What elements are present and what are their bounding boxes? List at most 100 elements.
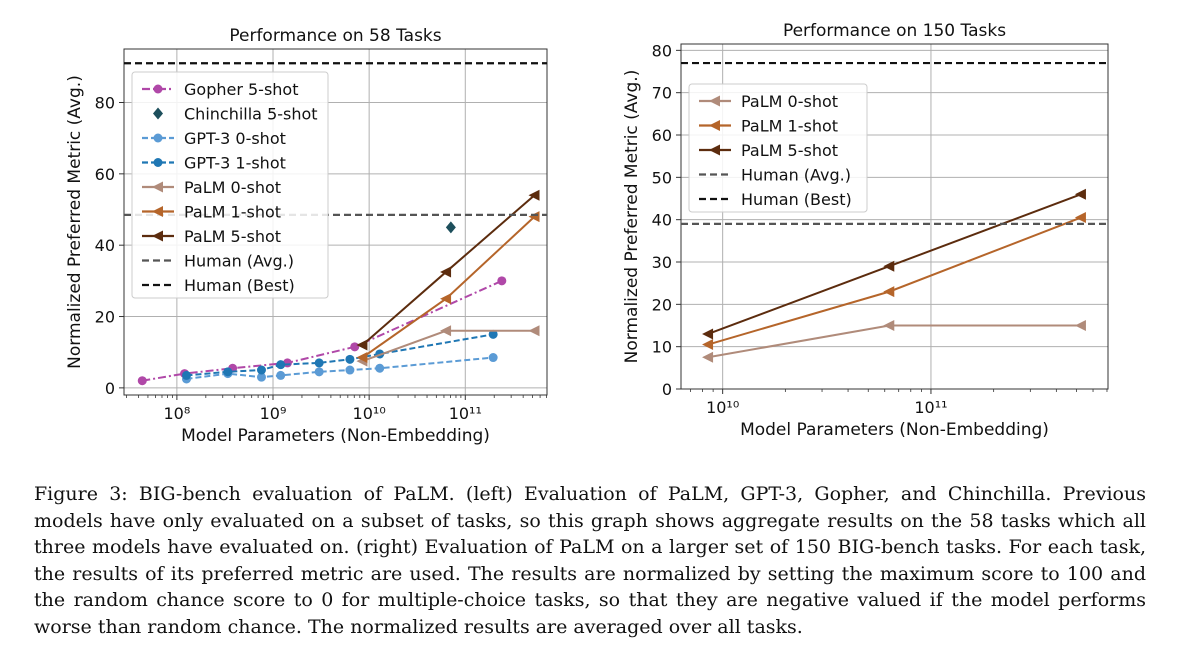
legend-item-palm-1-shot: PaLM 1-shot	[142, 203, 281, 222]
tick-label-y: 50	[652, 168, 672, 187]
series-line-gpt-3-1-shot	[186, 333, 494, 377]
tick-label-y: 40	[652, 211, 672, 230]
legend-label: PaLM 1-shot	[741, 117, 838, 136]
legend-item-palm-0-shot: PaLM 0-shot	[142, 178, 281, 197]
series-palm-5-shot	[356, 189, 540, 351]
tick-label-y: 30	[652, 253, 672, 272]
data-point-palm-0-shot	[440, 325, 452, 337]
series-line-gpt-3-0-shot	[186, 356, 494, 380]
data-point-gpt-3-1-shot	[276, 360, 286, 370]
y-axis-label: Normalized Preferred Metric (Avg.)	[65, 75, 85, 369]
series-line-palm-0-shot	[707, 324, 1081, 359]
series-palm-5-shot	[702, 188, 1086, 340]
data-point-gopher-5-shot	[137, 376, 147, 386]
legend-item-chinchilla-5-shot: Chinchilla 5-shot	[153, 105, 318, 124]
legend-item-palm-5-shot: PaLM 5-shot	[699, 141, 838, 160]
legend-marker	[152, 230, 163, 242]
tick-label-x: 10⁹	[260, 404, 287, 423]
data-point-gpt-3-1-shot	[181, 370, 191, 380]
data-point-gopher-5-shot	[497, 276, 507, 286]
legend-item-human-best: Human (Best)	[699, 190, 852, 209]
data-point-gpt-3-1-shot	[223, 367, 233, 377]
legend-marker	[709, 120, 720, 131]
data-point-palm-1-shot	[440, 293, 452, 305]
data-point-palm-5-shot	[356, 339, 368, 351]
data-point-palm-5-shot	[440, 266, 452, 278]
data-point-gpt-3-0-shot	[276, 370, 286, 380]
x-axis-label: Model Parameters (Non-Embedding)	[740, 420, 1049, 440]
series-line-palm-5-shot	[707, 193, 1082, 335]
tick-label-y: 70	[652, 84, 672, 103]
tick-label-x: 10¹⁰	[706, 398, 739, 417]
data-point-gopher-5-shot	[350, 342, 360, 352]
legend-label: PaLM 5-shot	[184, 227, 281, 246]
legend-marker	[153, 107, 163, 120]
data-point-gpt-3-1-shot	[256, 365, 266, 375]
tick-label-y: 0	[105, 379, 115, 398]
data-point-palm-1-shot	[883, 286, 895, 298]
legend-marker	[153, 133, 163, 143]
tick-label-x: 10⁸	[163, 404, 190, 423]
data-point-palm-0-shot	[702, 351, 714, 363]
legend-box	[688, 83, 868, 213]
tick-label-y: 40	[95, 236, 115, 255]
legend-marker	[152, 206, 163, 217]
legend-item-gpt-3-1-shot: GPT-3 1-shot	[142, 154, 286, 173]
data-point-gpt-3-0-shot	[314, 367, 324, 377]
chart-1: 0 20 40 60 80 10⁸ 10⁹ 10¹⁰ 10¹¹ Performance on 58…	[65, 26, 548, 446]
legend-label: GPT-3 1-shot	[184, 154, 286, 173]
legend-item-human-best: Human (Best)	[142, 276, 295, 295]
plot-frame	[123, 48, 548, 396]
series-gpt-3-1-shot	[181, 329, 498, 380]
plot-area	[681, 61, 1108, 363]
legend-label: PaLM 0-shot	[184, 178, 281, 197]
legend-item-gpt-3-0-shot: GPT-3 0-shot	[142, 129, 286, 148]
series-line-palm-1-shot	[361, 215, 536, 359]
tick-label-y: 20	[95, 308, 115, 327]
data-point-gpt-3-1-shot	[314, 358, 324, 368]
data-point-gpt-3-1-shot	[345, 354, 355, 364]
figure-caption: Figure 3: BIG-bench evaluation of PaLM. …	[34, 483, 1146, 638]
legend-label: PaLM 5-shot	[741, 141, 838, 160]
legend-item-human-avg: Human (Avg.)	[699, 166, 851, 185]
tick-label-y: 60	[652, 126, 672, 145]
tick-label-x: 10¹⁰	[353, 404, 386, 423]
data-point-palm-0-shot	[883, 320, 895, 332]
tick-label-y: 20	[652, 295, 672, 314]
legend-item-human-avg: Human (Avg.)	[142, 252, 294, 271]
data-point-palm-1-shot	[356, 352, 368, 364]
data-point-chinchilla-5-shot	[445, 221, 456, 234]
data-point-palm-5-shot	[702, 328, 714, 340]
series-palm-0-shot	[356, 325, 540, 367]
legend-box	[131, 71, 329, 299]
data-point-palm-5-shot	[528, 189, 540, 201]
tick-label-x: 10¹¹	[449, 404, 482, 423]
legend-label: PaLM 0-shot	[741, 92, 838, 111]
tick-label-y: 10	[652, 338, 672, 357]
legend-item-palm-0-shot: PaLM 0-shot	[699, 92, 838, 111]
series-palm-1-shot	[702, 212, 1086, 351]
data-point-gpt-3-0-shot	[375, 363, 385, 373]
x-axis-label: Model Parameters (Non-Embedding)	[181, 426, 490, 446]
figure-charts: 0 20 40 60 80 10⁸ 10⁹ 10¹⁰ 10¹¹ Performance on 58…	[65, 21, 1109, 446]
legend-label: Human (Avg.)	[184, 252, 294, 271]
data-point-palm-0-shot	[1074, 320, 1086, 332]
legend-marker	[709, 95, 720, 107]
series-line-palm-0-shot	[362, 329, 535, 363]
data-point-gpt-3-0-shot	[488, 353, 498, 363]
data-point-gpt-3-0-shot	[345, 365, 355, 375]
plot-frame	[680, 43, 1109, 390]
chart-title: Performance on 150 Tasks	[783, 21, 1006, 41]
legend-item-palm-1-shot: PaLM 1-shot	[699, 117, 838, 136]
legend-label: Human (Best)	[184, 276, 295, 295]
tick-label-y: 0	[662, 380, 672, 399]
tick-label-y: 80	[652, 41, 672, 60]
data-point-gpt-3-1-shot	[488, 329, 498, 339]
series-line-gopher-5-shot	[142, 279, 503, 382]
data-point-gpt-3-0-shot	[256, 372, 266, 382]
plot-area	[124, 62, 547, 386]
legend-label: Gopher 5-shot	[184, 80, 298, 99]
legend: PaLM 0-shot PaLM 1-shot PaLM 5-shot Human (…	[688, 83, 868, 213]
tick-label-y: 80	[95, 94, 115, 113]
legend-marker	[152, 181, 163, 193]
